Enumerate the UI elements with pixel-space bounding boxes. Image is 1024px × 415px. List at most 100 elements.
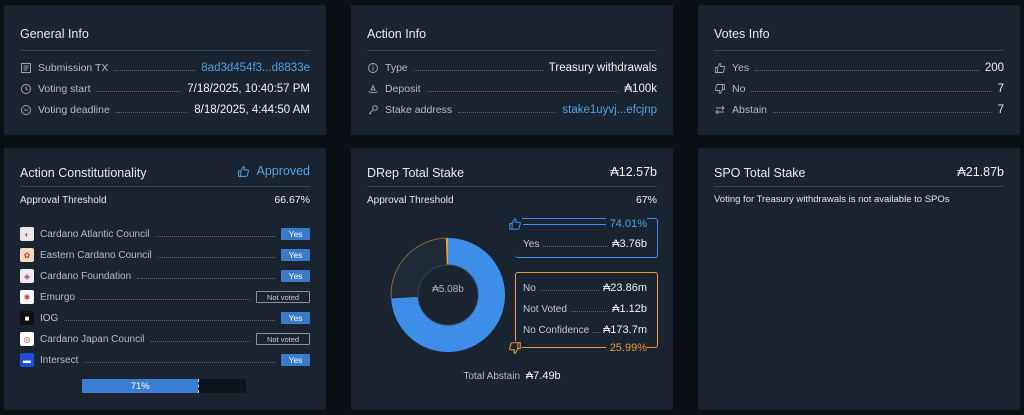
cc-threshold-row: Approval Threshold 66.67% — [20, 192, 310, 208]
submission-tx-label: Submission TX — [38, 62, 109, 74]
dotted-leader — [96, 90, 182, 92]
stake-address-row: Stake address stake1uyvj...efcjnp — [367, 102, 657, 118]
total-abstain-value: ₳7.49b — [525, 370, 561, 382]
no-confidence-legend-row: No Confidence ₳173.7m — [523, 324, 647, 336]
yes-votes-row: Yes 200 — [714, 60, 1004, 76]
action-info-card: Action Info Type Treasury withdrawals De… — [351, 5, 673, 135]
dotted-leader — [773, 111, 992, 113]
minus-circle-icon — [20, 104, 32, 116]
dotted-leader — [413, 69, 543, 71]
divider — [20, 50, 310, 51]
no-percent: 25.99% — [605, 342, 647, 354]
no-legend-row: No ₳23.86m — [523, 282, 647, 294]
total-abstain: Total Abstain ₳7.49b — [351, 370, 673, 382]
dotted-leader — [543, 245, 609, 247]
cc-threshold-label: Approval Threshold — [20, 194, 107, 206]
yes-vote-badge: Yes — [281, 249, 310, 261]
no-legend-value: ₳23.86m — [602, 282, 647, 294]
votes-info-card: Votes Info Yes 200 No 7 Abstain 7 — [698, 5, 1020, 135]
dotted-leader — [115, 111, 189, 113]
yes-legend-box — [515, 218, 658, 258]
divider — [367, 186, 657, 187]
cc-member-row: ■ IOG Yes — [20, 310, 310, 326]
action-info-title: Action Info — [367, 27, 427, 41]
cc-progress-fill — [82, 379, 199, 393]
voting-deadline-value: 8/18/2025, 4:44:50 AM — [194, 104, 310, 116]
submission-tx-link[interactable]: 8ad3d454f3...d8833e — [201, 62, 310, 74]
deposit-value: ₳100k — [624, 83, 657, 95]
stake-address-link[interactable]: stake1uyvj...efcjnp — [562, 104, 657, 116]
dotted-leader — [84, 361, 275, 363]
deposit-row: Deposit ₳100k — [367, 81, 657, 97]
dotted-leader — [155, 235, 275, 237]
divider — [20, 186, 310, 187]
voting-start-label: Voting start — [38, 83, 91, 95]
no-legend-label: No — [523, 282, 536, 294]
donut-center-value: ₳5.08b — [432, 284, 464, 295]
donut-hole — [417, 264, 479, 326]
voting-start-row: Voting start 7/18/2025, 10:40:57 PM — [20, 81, 310, 97]
abstain-votes-label: Abstain — [732, 104, 768, 116]
yes-legend-line — [523, 224, 641, 225]
constitutionality-title: Action Constitutionality — [20, 166, 147, 180]
voting-deadline-label: Voting deadline — [38, 104, 110, 116]
member-logo-icon: ◐ — [20, 227, 34, 241]
no-votes-label: No — [732, 83, 746, 95]
total-abstain-label: Total Abstain — [463, 371, 521, 382]
yes-votes-value: 200 — [984, 62, 1004, 74]
thumbs-up-icon — [508, 217, 522, 236]
yes-legend-value: ₳3.76b — [612, 238, 647, 250]
dotted-leader — [150, 340, 250, 342]
general-info-card: General Info Submission TX 8ad3d454f3...… — [4, 5, 326, 135]
yes-percent: 74.01% — [605, 218, 647, 230]
yes-vote-badge: Yes — [281, 312, 310, 324]
drep-card: DRep Total Stake ₳12.57b Approval Thresh… — [351, 148, 673, 410]
type-label: Type — [385, 62, 408, 74]
member-logo-icon: ■ — [20, 311, 34, 325]
drep-donut-chart — [390, 237, 505, 352]
dotted-leader — [157, 256, 275, 258]
donut-slice-yes — [391, 238, 505, 352]
approved-label: Approved — [256, 164, 310, 178]
key-icon — [367, 104, 379, 116]
no-votes-value: 7 — [997, 83, 1004, 95]
drep-threshold-label: Approval Threshold — [367, 194, 454, 206]
cc-member-row: ✿ Eastern Cardano Council Yes — [20, 247, 310, 263]
yes-vote-badge: Yes — [281, 270, 310, 282]
dotted-leader — [458, 111, 557, 113]
spo-total: ₳21.87b — [957, 165, 1004, 179]
cc-threshold-value: 66.67% — [274, 194, 310, 206]
drep-title: DRep Total Stake — [367, 166, 465, 180]
cc-member-row: ▬ Intersect Yes — [20, 352, 310, 368]
cc-progress-bar: 71% — [82, 379, 246, 393]
divider — [714, 186, 1004, 187]
cc-threshold-marker — [198, 379, 200, 393]
dotted-leader — [570, 310, 609, 312]
receipt-icon — [20, 62, 32, 74]
cc-member-name: Cardano Foundation — [40, 270, 132, 282]
donut-outline — [390, 237, 449, 299]
no-legend-box — [515, 272, 658, 348]
voting-start-value: 7/18/2025, 10:40:57 PM — [187, 83, 310, 95]
no-confidence-legend-label: No Confidence — [523, 324, 590, 336]
dotted-leader — [751, 90, 992, 92]
member-logo-icon: ◎ — [20, 332, 34, 346]
cc-member-name: Intersect — [40, 354, 79, 366]
dotted-leader — [114, 69, 196, 71]
not-voted-legend-value: ₳1.12b — [612, 303, 647, 315]
cc-member-name: Cardano Japan Council — [40, 333, 145, 345]
member-logo-icon: ▬ — [20, 353, 34, 367]
not-voted-legend-label: Not Voted — [523, 303, 567, 315]
type-row: Type Treasury withdrawals — [367, 60, 657, 76]
member-logo-icon: ✿ — [20, 248, 34, 262]
cc-member-row: ◐ Cardano Atlantic Council Yes — [20, 226, 310, 242]
not-voted-legend-row: Not Voted ₳1.12b — [523, 303, 647, 315]
dotted-leader — [137, 277, 275, 279]
info-icon — [367, 62, 379, 74]
drep-threshold-value: 67% — [635, 194, 657, 206]
donut-slice-remaining — [391, 238, 448, 299]
donut-slice-no — [445, 238, 448, 266]
constitutionality-card: Action Constitutionality Approved Approv… — [4, 148, 326, 410]
thumbs-up-icon — [714, 62, 726, 74]
dotted-leader — [593, 331, 599, 333]
